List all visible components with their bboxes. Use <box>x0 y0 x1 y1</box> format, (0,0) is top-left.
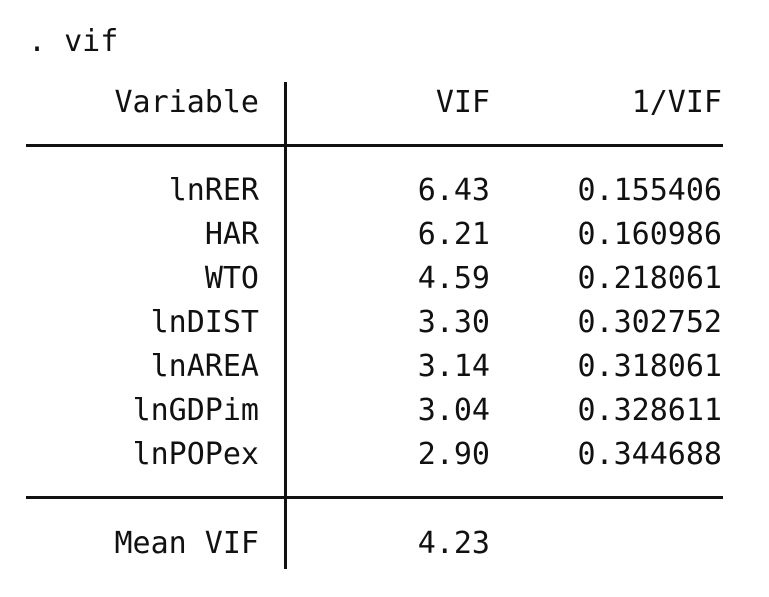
row-vif: 4.59 <box>417 261 490 296</box>
row-inv-vif: 0.155406 <box>577 173 723 208</box>
mean-vif-label: Mean VIF <box>114 526 260 561</box>
header-variable: Variable <box>114 85 260 120</box>
row-vif: 3.04 <box>417 393 490 428</box>
row-variable: HAR <box>204 217 259 252</box>
header-inv-vif: 1/VIF <box>631 85 722 120</box>
row-variable: lnRER <box>168 173 259 208</box>
row-inv-vif: 0.218061 <box>577 261 723 296</box>
row-variable: lnPOPex <box>132 437 259 472</box>
row-inv-vif: 0.318061 <box>577 349 723 384</box>
row-vif: 2.90 <box>417 437 490 472</box>
row-variable: lnAREA <box>150 349 259 384</box>
header-separator <box>26 144 723 147</box>
row-variable: lnDIST <box>150 305 259 340</box>
footer-separator <box>26 496 723 499</box>
command-line: . vif <box>28 24 119 59</box>
mean-vif-value: 4.23 <box>417 526 490 561</box>
column-divider-footer <box>284 499 287 569</box>
row-inv-vif: 0.302752 <box>577 305 723 340</box>
row-inv-vif: 0.160986 <box>577 217 723 252</box>
column-divider-body <box>284 147 287 497</box>
row-vif: 3.14 <box>417 349 490 384</box>
header-vif: VIF <box>435 85 490 120</box>
row-vif: 6.43 <box>417 173 490 208</box>
row-vif: 6.21 <box>417 217 490 252</box>
row-variable: lnGDPim <box>132 393 259 428</box>
row-vif: 3.30 <box>417 305 490 340</box>
row-inv-vif: 0.328611 <box>577 393 723 428</box>
row-inv-vif: 0.344688 <box>577 437 723 472</box>
column-divider-top <box>284 82 287 145</box>
row-variable: WTO <box>204 261 259 296</box>
